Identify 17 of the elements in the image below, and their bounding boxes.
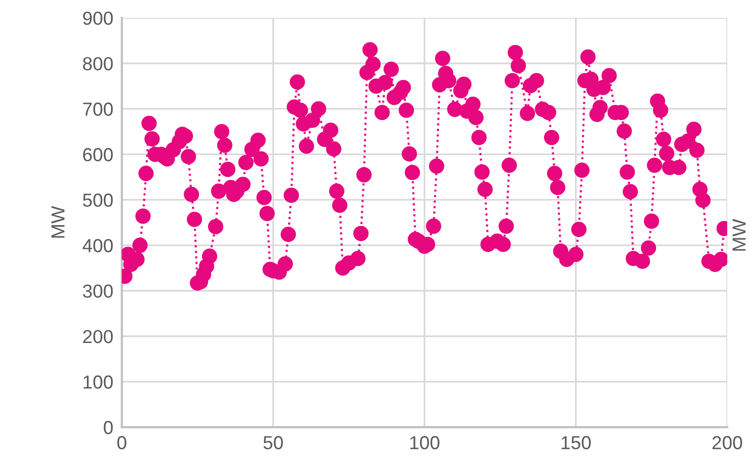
y-tick-label: 400 <box>82 238 113 252</box>
y-tick-label: 600 <box>83 148 113 162</box>
y-tick-label: 700 <box>83 102 113 116</box>
x-tick-label: 50 <box>263 436 283 450</box>
y-tick-label: 200 <box>83 330 113 344</box>
y-tick-label: 100 <box>84 375 113 389</box>
y2-axis-title: MW <box>732 218 746 251</box>
x-tick-label: 100 <box>410 436 440 450</box>
x-tick-label: 0 <box>117 436 126 450</box>
y-axis-title: MW <box>52 206 64 238</box>
y-tick-label: 0 <box>104 420 113 434</box>
y-tick-label: 300 <box>82 284 113 298</box>
x-tick-label: 150 <box>562 436 591 450</box>
y-tick-label: 500 <box>82 194 113 207</box>
y-tick-label: 800 <box>83 57 113 70</box>
x-tick-label: 200 <box>712 436 742 450</box>
y-tick-label: 900 <box>83 12 113 25</box>
